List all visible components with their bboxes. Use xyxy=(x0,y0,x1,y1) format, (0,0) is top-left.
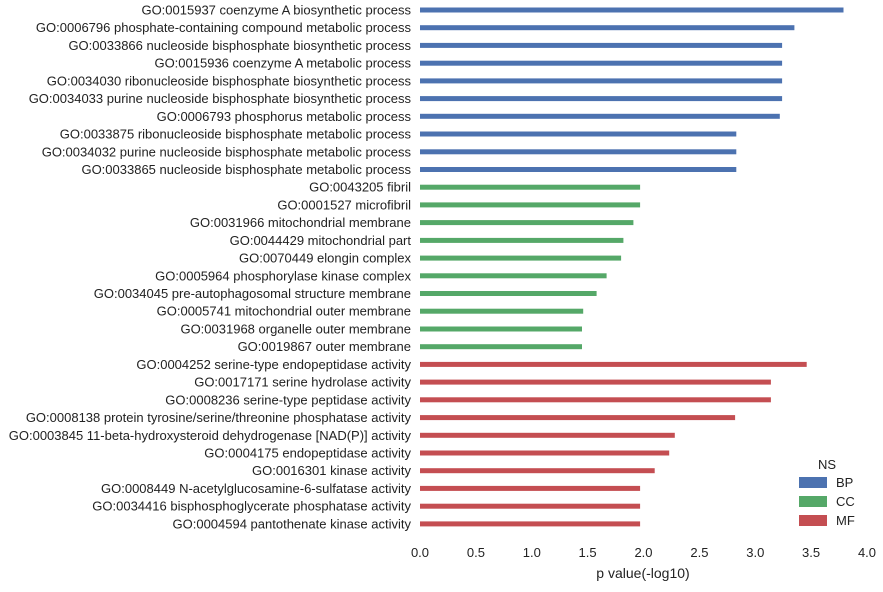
y-tick-label: GO:0034416 bisphosphoglycerate phosphata… xyxy=(92,499,411,514)
bar xyxy=(420,415,736,421)
y-tick-label: GO:0033865 nucleoside bisphosphate metab… xyxy=(81,162,411,177)
x-tick-label: 1.0 xyxy=(523,545,541,560)
y-tick-label: GO:0005964 phosphorylase kinase complex xyxy=(155,268,411,283)
x-tick-label: 3.0 xyxy=(746,545,764,560)
bar xyxy=(420,521,641,527)
legend-label: BP xyxy=(836,475,853,490)
bar xyxy=(420,468,655,474)
x-tick-labels: 0.0 0.5 1.0 1.5 2.0 2.5 3.0 3.5 4.0 xyxy=(411,545,876,560)
y-tick-label: GO:0004252 serine-type endopeptidase act… xyxy=(136,357,411,372)
bar xyxy=(420,60,783,66)
y-tick-label: GO:0031966 mitochondrial membrane xyxy=(190,215,411,230)
bar xyxy=(420,291,597,296)
y-tick-label: GO:0033875 ribonucleoside bisphosphate m… xyxy=(60,127,412,142)
y-tick-label: GO:0044429 mitochondrial part xyxy=(230,233,412,248)
y-tick-label: GO:0034045 pre-autophagosomal structure … xyxy=(94,286,411,301)
x-tick-label: 4.0 xyxy=(858,545,876,560)
y-tick-label: GO:0017171 serine hydrolase activity xyxy=(194,375,411,390)
legend-label: CC xyxy=(836,494,855,509)
y-tick-label: GO:0015936 coenzyme A metabolic process xyxy=(154,56,411,71)
y-tick-label: GO:0034030 ribonucleoside bisphosphate b… xyxy=(47,73,412,88)
bar xyxy=(420,202,641,208)
bar xyxy=(420,7,844,13)
y-tick-labels: GO:0015937 coenzyme A biosynthetic proce… xyxy=(9,3,412,532)
x-tick-label: 2.5 xyxy=(690,545,708,560)
bar xyxy=(420,485,641,491)
y-tick-label: GO:0031968 organelle outer membrane xyxy=(180,322,411,337)
x-tick-label: 0.5 xyxy=(467,545,485,560)
bar xyxy=(420,308,584,314)
y-tick-label: GO:0008449 N-acetylglucosamine-6-sulfata… xyxy=(101,481,411,496)
bar xyxy=(420,113,780,119)
y-tick-label: GO:0016301 kinase activity xyxy=(252,463,411,478)
bar xyxy=(420,379,771,385)
legend-swatch xyxy=(799,515,827,526)
legend-swatch xyxy=(799,496,827,507)
y-tick-label: GO:0034032 purine nucleoside bisphosphat… xyxy=(42,144,412,159)
bar xyxy=(420,220,634,226)
x-tick-label: 1.5 xyxy=(579,545,597,560)
bar xyxy=(420,361,807,367)
bar xyxy=(420,237,624,243)
bars-layer xyxy=(420,7,844,527)
bar xyxy=(420,255,622,261)
bar xyxy=(420,397,771,403)
y-tick-label: GO:0034033 purine nucleoside bisphosphat… xyxy=(29,91,412,106)
y-tick-label: GO:0005741 mitochondrial outer membrane xyxy=(157,304,411,319)
bar xyxy=(420,131,737,137)
y-tick-label: GO:0008236 serine-type peptidase activit… xyxy=(165,392,411,407)
bar xyxy=(420,25,795,31)
bar xyxy=(420,42,783,48)
bar xyxy=(420,344,582,350)
y-tick-label: GO:0070449 elongin complex xyxy=(239,251,412,266)
y-tick-label: GO:0004594 pantothenate kinase activity xyxy=(173,516,412,531)
y-tick-label: GO:0015937 coenzyme A biosynthetic proce… xyxy=(141,3,411,18)
x-tick-label: 3.5 xyxy=(802,545,820,560)
legend-label: MF xyxy=(836,513,855,528)
x-axis-label: p value(-log10) xyxy=(596,565,689,581)
bar xyxy=(420,432,675,438)
y-tick-label: GO:0001527 microfibril xyxy=(277,197,411,212)
bar xyxy=(420,450,670,456)
bar xyxy=(420,326,582,332)
legend-swatch xyxy=(799,477,827,488)
bar xyxy=(420,273,607,279)
y-tick-label: GO:0006793 phosphorus metabolic process xyxy=(157,109,412,124)
x-tick-label: 0.0 xyxy=(411,545,429,560)
y-tick-label: GO:0043205 fibril xyxy=(309,180,411,195)
y-tick-label: GO:0006796 phosphate-containing compound… xyxy=(36,20,412,35)
y-tick-label: GO:0033866 nucleoside bisphosphate biosy… xyxy=(68,38,411,53)
y-tick-label: GO:0019867 outer membrane xyxy=(238,339,411,354)
bar xyxy=(420,78,783,84)
legend-title: NS xyxy=(818,457,836,472)
y-tick-label: GO:0003845 11-beta-hydroxysteroid dehydr… xyxy=(9,428,412,443)
bar xyxy=(420,149,737,155)
y-tick-label: GO:0008138 protein tyrosine/serine/threo… xyxy=(26,410,412,425)
y-tick-label: GO:0004175 endopeptidase activity xyxy=(204,446,411,461)
bar xyxy=(420,167,737,172)
x-tick-label: 2.0 xyxy=(634,545,652,560)
bar xyxy=(420,184,641,190)
bar xyxy=(420,96,783,102)
bar xyxy=(420,503,641,509)
